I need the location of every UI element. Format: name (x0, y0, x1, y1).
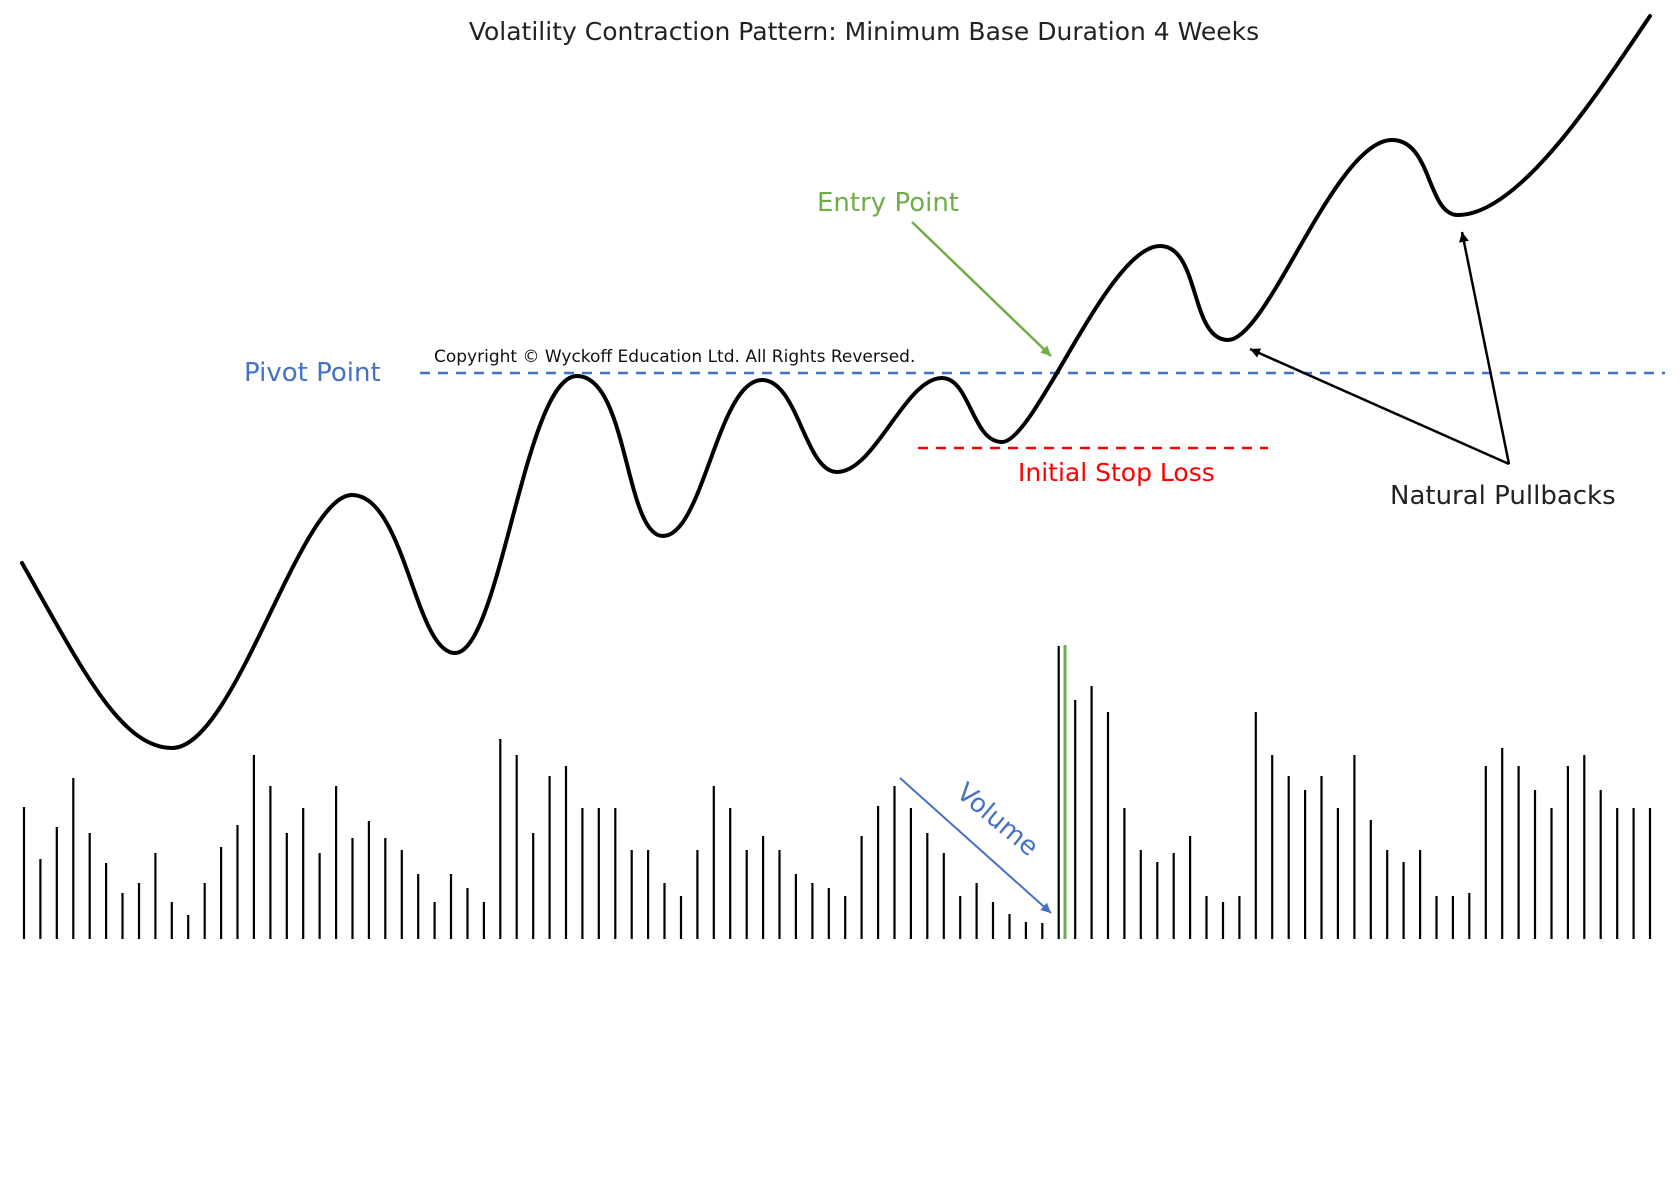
volume-label: Volume (951, 777, 1044, 862)
price-curve (20, 14, 1652, 750)
volume-contraction-arrow (899, 777, 1052, 914)
diagram-title: Volatility Contraction Pattern: Minimum … (469, 17, 1259, 46)
volume-bars (22, 646, 1652, 939)
initial-stop-loss-label: Initial Stop Loss (1018, 458, 1215, 487)
entry-point-arrow (911, 221, 1052, 357)
natural-pullbacks-label: Natural Pullbacks (1390, 481, 1616, 511)
pivot-point-label: Pivot Point (244, 358, 381, 388)
entry-point-label: Entry Point (817, 188, 959, 218)
pullback-arrow-2 (1459, 231, 1511, 465)
copyright-text: Copyright © Wyckoff Education Ltd. All R… (434, 347, 915, 367)
pullback-arrow-1 (1249, 347, 1510, 466)
